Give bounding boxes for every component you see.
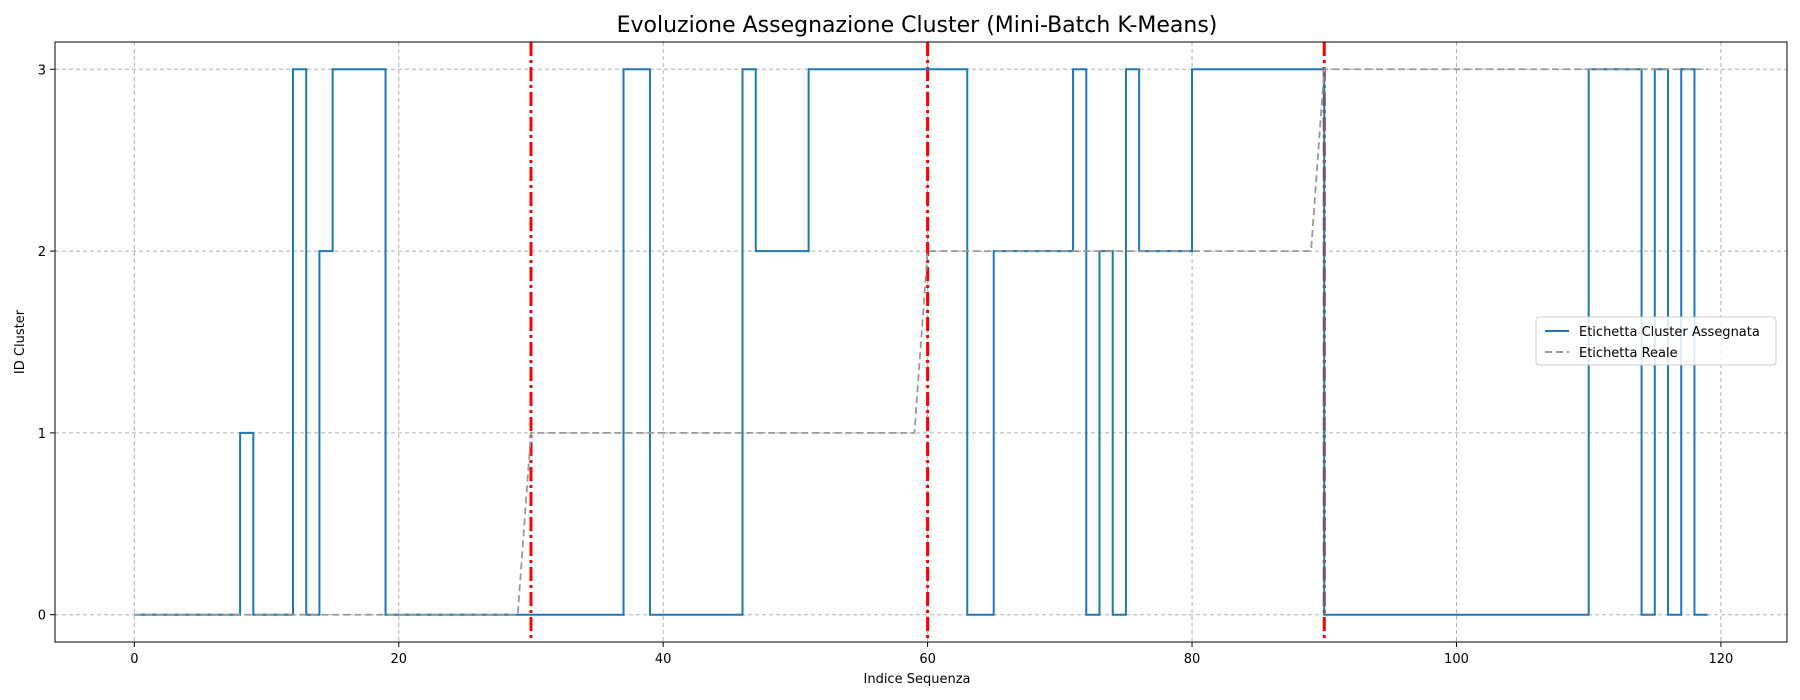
x-tick-label: 80 [1184, 652, 1201, 667]
x-tick-label: 20 [390, 652, 407, 667]
y-ticks: 0 1 2 3 [38, 63, 55, 624]
y-tick-label: 1 [38, 427, 46, 442]
x-tick-label: 60 [919, 652, 936, 667]
plot-frame [54, 41, 1788, 643]
x-tick-label: 40 [655, 652, 672, 667]
y-tick-label: 0 [38, 609, 46, 624]
chart-title: Evoluzione Assegnazione Cluster (Mini-Ba… [617, 13, 1218, 38]
legend-label-1: Etichetta Cluster Assegnata [1579, 325, 1760, 340]
x-ticks: 0 20 40 60 80 100 120 [130, 642, 1733, 667]
y-tick-label: 2 [38, 245, 46, 260]
x-tick-label: 100 [1444, 652, 1469, 667]
legend-box [1535, 316, 1777, 366]
y-axis-label: ID Cluster [13, 309, 28, 374]
x-axis-label: Indice Sequenza [864, 672, 971, 687]
y-tick-label: 3 [38, 63, 46, 78]
x-tick-label: 120 [1708, 652, 1733, 667]
legend-label-2: Etichetta Reale [1579, 346, 1678, 361]
legend: Etichetta Cluster Assegnata Etichetta Rea… [1535, 316, 1777, 366]
x-tick-label: 0 [130, 652, 138, 667]
series-line-2 [134, 68, 1708, 616]
